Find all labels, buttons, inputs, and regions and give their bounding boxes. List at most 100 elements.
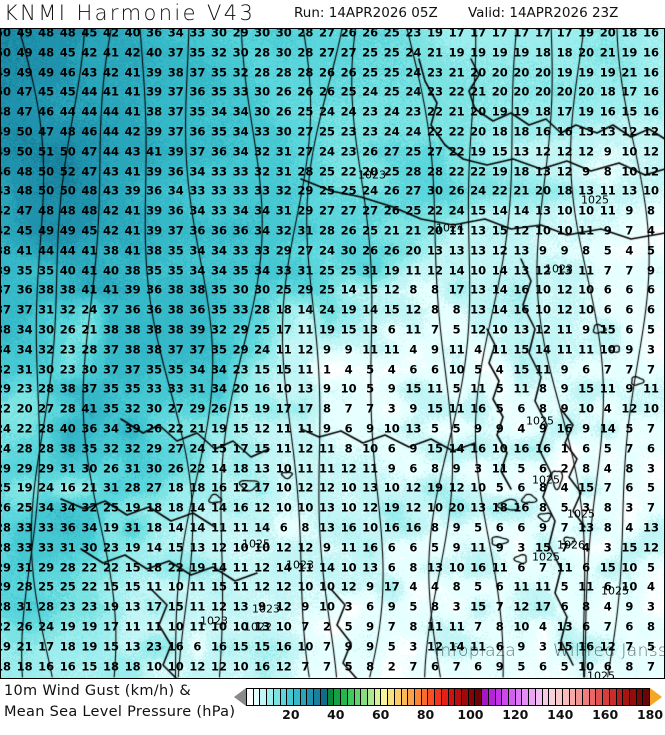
gust-value: 48 — [81, 183, 98, 198]
gust-value: 9 — [517, 639, 526, 654]
gust-value: 28 — [254, 65, 271, 80]
gust-value: 30 — [232, 282, 249, 297]
gust-value: 9 — [387, 461, 396, 476]
gust-value: 38 — [38, 282, 55, 297]
gust-value: 5 — [409, 599, 418, 614]
gust-value: 31 — [16, 362, 33, 377]
gust-value: 6 — [582, 362, 591, 377]
isobar-label: 1022 — [244, 620, 272, 634]
gust-value: 36 — [124, 302, 141, 317]
gust-value: 19 — [124, 500, 141, 515]
gust-value: 10 — [297, 579, 314, 594]
gust-value: 15 — [124, 579, 141, 594]
gust-value: 13 — [621, 183, 638, 198]
gust-value: 28 — [1, 540, 12, 555]
gust-value: 11 — [556, 560, 573, 575]
gust-value: 15 — [426, 441, 444, 456]
gust-value: 5 — [560, 500, 569, 515]
gust-value: 20 — [16, 401, 33, 416]
gust-value: 8 — [430, 302, 440, 317]
gust-value: 15 — [599, 560, 616, 575]
gust-value: 6 — [193, 639, 202, 654]
gust-value: 26 — [167, 461, 184, 476]
gust-value: 17 — [534, 28, 552, 40]
gust-value: 15 — [362, 282, 379, 297]
colorbar-tick: 20 — [282, 707, 300, 722]
gust-value: 6 — [430, 362, 440, 377]
gust-value: 5 — [495, 480, 504, 495]
gust-value: 8 — [409, 560, 418, 575]
gust-value: 21 — [621, 65, 638, 80]
gust-value: 14 — [599, 421, 616, 436]
gust-value: 23 — [59, 362, 76, 377]
gust-value: 29 — [38, 461, 55, 476]
gust-value: 11 — [470, 381, 487, 396]
gust-value: 5 — [452, 322, 461, 337]
gust-value: 44 — [102, 124, 120, 139]
gust-value: 6 — [625, 619, 634, 634]
gust-value: 24 — [362, 84, 379, 99]
isobar-label: 1025 — [581, 193, 609, 207]
gust-value: 4 — [625, 520, 634, 535]
weather-map[interactable]: 5049484845424036343330293030282726262523… — [0, 28, 665, 679]
colorbar-cell — [582, 689, 590, 705]
gust-value: 49 — [1, 124, 12, 139]
gust-value: 10 — [383, 421, 400, 436]
gust-value: 10 — [470, 480, 487, 495]
gust-value: 14 — [275, 560, 292, 575]
gust-value: 3 — [603, 540, 612, 555]
gust-value: 19 — [426, 480, 444, 495]
gust-value: 27 — [405, 183, 422, 198]
colorbar[interactable] — [234, 688, 662, 706]
gust-value: 45 — [59, 84, 76, 99]
gust-value: 29 — [1, 579, 12, 594]
gust-value: 25 — [38, 579, 55, 594]
colorbar-cell — [327, 689, 335, 705]
gust-value: 35 — [189, 104, 206, 119]
gust-value: 27 — [426, 144, 444, 159]
gust-value: 12 — [491, 243, 508, 258]
colorbar-cell — [569, 689, 577, 705]
gust-value: 13 — [599, 124, 616, 139]
gust-value: 20 — [491, 65, 508, 80]
gust-value: 39 — [124, 421, 141, 436]
gust-value: 37 — [81, 381, 98, 396]
colorbar-cell — [361, 689, 368, 705]
gust-value: 33 — [254, 183, 271, 198]
gust-value: 16 — [275, 639, 292, 654]
gust-value: 22 — [167, 560, 184, 575]
gust-value: 5 — [517, 461, 526, 476]
gust-value: 6 — [582, 560, 591, 575]
gust-value: 36 — [59, 520, 76, 535]
gust-value: 9 — [409, 401, 418, 416]
colorbar-cell — [589, 689, 597, 705]
gust-value: 13 — [426, 560, 444, 575]
gust-value: 49 — [38, 65, 55, 80]
gust-value: 6 — [279, 520, 288, 535]
gust-value: 13 — [426, 243, 444, 258]
gust-value: 38 — [1, 322, 12, 337]
gust-value: 19 — [513, 45, 530, 60]
gust-value: 34 — [167, 28, 184, 40]
gust-value: 11 — [448, 342, 465, 357]
gust-value: 6 — [625, 480, 634, 495]
gust-value: 16 — [405, 520, 422, 535]
colorbar-cell — [354, 689, 362, 705]
colorbar-tick: 140 — [547, 707, 574, 722]
gust-value: 15 — [513, 342, 530, 357]
gust-value: 1 — [322, 362, 332, 377]
gust-value: 24 — [318, 104, 336, 119]
gust-value: 7 — [625, 263, 634, 278]
gust-value: 12 — [210, 540, 228, 555]
gust-value: 20 — [578, 84, 595, 99]
gust-value: 12 — [642, 144, 660, 159]
colorbar-cell — [495, 689, 503, 705]
gust-value: 26 — [275, 104, 292, 119]
gust-value: 36 — [167, 203, 184, 218]
gust-value: 20 — [232, 381, 249, 396]
gust-value: 11 — [448, 401, 465, 416]
gust-value: 13 — [232, 599, 249, 614]
gust-value: 12 — [448, 480, 465, 495]
colorbar-tick: 80 — [416, 707, 435, 722]
gust-value: 35 — [146, 263, 163, 278]
